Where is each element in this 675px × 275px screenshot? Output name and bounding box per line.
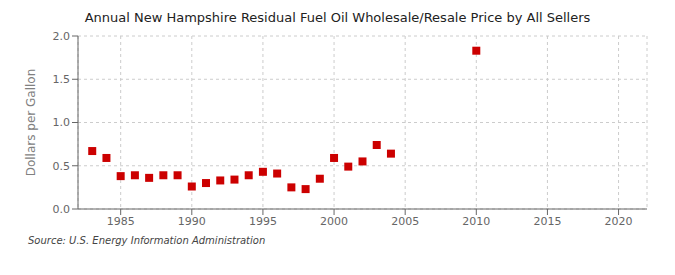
svg-text:2.0: 2.0	[53, 30, 71, 43]
svg-text:Dollars per Gallon: Dollars per Gallon	[24, 69, 38, 177]
svg-text:2015: 2015	[533, 215, 561, 228]
svg-text:0.5: 0.5	[53, 160, 71, 173]
svg-text:1990: 1990	[178, 215, 206, 228]
svg-text:2020: 2020	[605, 215, 633, 228]
svg-text:2010: 2010	[462, 215, 490, 228]
svg-text:1.5: 1.5	[53, 73, 71, 86]
svg-text:1995: 1995	[249, 215, 277, 228]
svg-text:2000: 2000	[320, 215, 348, 228]
svg-text:1.0: 1.0	[53, 116, 71, 129]
svg-text:0.0: 0.0	[53, 203, 71, 216]
html-text:Annual New Hampshire Residual: Annual New Hampshire Residual Fuel Oil W…	[84, 10, 591, 25]
svg-text:1985: 1985	[107, 215, 135, 228]
svg-text:2005: 2005	[391, 215, 419, 228]
html-text:Source: U.S. Energy Informatio: Source: U.S. Energy Information Administ…	[28, 235, 266, 246]
